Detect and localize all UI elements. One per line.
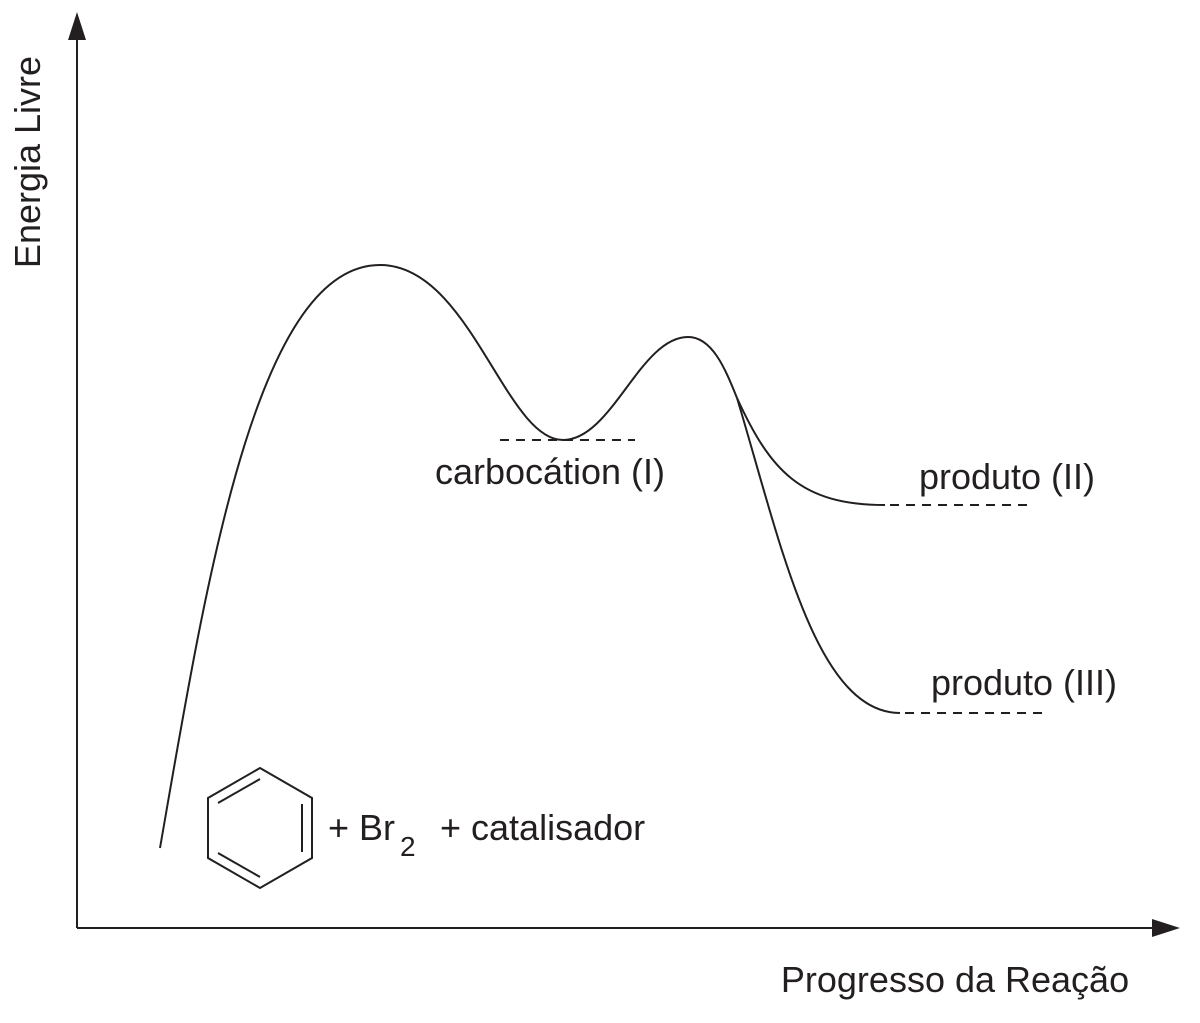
- benzene-ring: [207, 766, 313, 890]
- double-bond: [217, 778, 261, 804]
- branch-product-iii: [736, 397, 901, 714]
- label-product-ii: produto (II): [919, 456, 1095, 497]
- reactant-br: + Br: [328, 807, 395, 848]
- reactant-catalyst: + catalisador: [440, 807, 645, 848]
- hexagon: [207, 766, 313, 890]
- y-axis-arrow: [68, 12, 86, 40]
- y-axis-label: Energia Livre: [7, 56, 48, 268]
- reactant-subscript: 2: [400, 831, 416, 862]
- x-axis-label: Progresso da Reação: [781, 959, 1129, 1000]
- label-product-iii: produto (III): [931, 662, 1117, 703]
- x-axis-arrow: [1152, 919, 1180, 937]
- label-carbocation: carbocátion (I): [435, 451, 665, 492]
- branch-product-ii: [736, 397, 886, 506]
- double-bond: [217, 852, 261, 878]
- energy-curve: [159, 263, 738, 849]
